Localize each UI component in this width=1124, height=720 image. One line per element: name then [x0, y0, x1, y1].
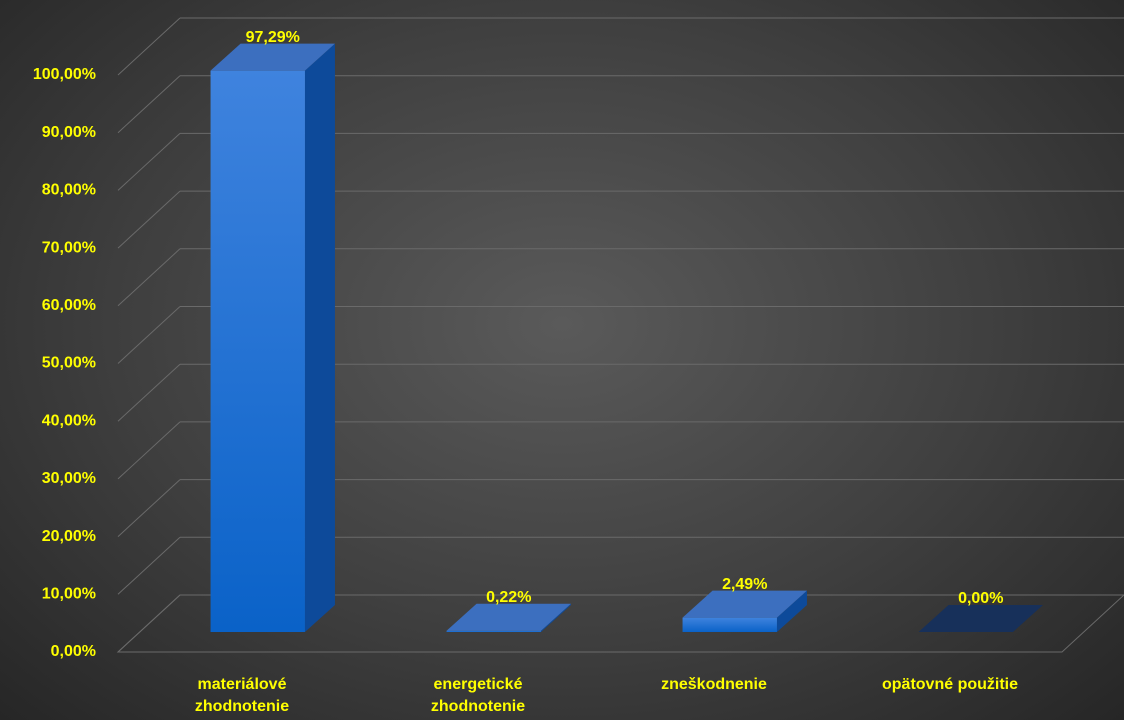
- grid-line-side: [117, 594, 181, 653]
- value-label: 0,00%: [958, 590, 1003, 607]
- grid-line-side: [117, 248, 181, 307]
- grid-line-side: [117, 421, 181, 480]
- grid-line-side: [117, 536, 181, 595]
- y-tick-label: 40,00%: [42, 412, 96, 429]
- bar: [446, 630, 541, 632]
- y-tick-label: 30,00%: [42, 470, 96, 487]
- y-tick-label: 90,00%: [42, 124, 96, 141]
- bar: [210, 70, 305, 632]
- grid-line-side: [117, 75, 181, 134]
- x-tick-label: materiálové zhodnotenie: [194, 676, 290, 715]
- value-label: 0,22%: [486, 589, 531, 606]
- y-tick-label: 10,00%: [42, 586, 96, 603]
- x-tick-label: energetické zhodnotenie: [430, 676, 526, 715]
- bar-side: [304, 43, 335, 632]
- y-tick-label: 80,00%: [42, 182, 96, 199]
- grid-line-side: [117, 190, 181, 249]
- x-tick-label: opätovné použitie: [882, 676, 1018, 693]
- bar: [682, 617, 777, 632]
- x-tick-label: zneškodnenie: [661, 676, 767, 693]
- bar-top: [446, 603, 571, 631]
- bar-side: [540, 603, 571, 632]
- y-tick-label: 60,00%: [42, 297, 96, 314]
- grid-line-side: [117, 306, 181, 364]
- grid-line-side: [117, 363, 181, 422]
- bar-top: [210, 43, 335, 71]
- value-label: 97,29%: [246, 29, 300, 46]
- y-tick-label: 100,00%: [33, 66, 96, 83]
- grid-line-side: [117, 479, 181, 537]
- y-tick-label: 0,00%: [51, 643, 96, 660]
- grid-line-side: [117, 17, 181, 76]
- bar-side: [776, 590, 807, 632]
- y-tick-label: 70,00%: [42, 239, 96, 256]
- grid-line-side: [117, 133, 181, 191]
- bar-top: [918, 605, 1043, 632]
- y-tick-label: 20,00%: [42, 528, 96, 545]
- y-tick-label: 50,00%: [42, 355, 96, 372]
- bar-top: [682, 590, 807, 618]
- value-label: 2,49%: [722, 576, 767, 593]
